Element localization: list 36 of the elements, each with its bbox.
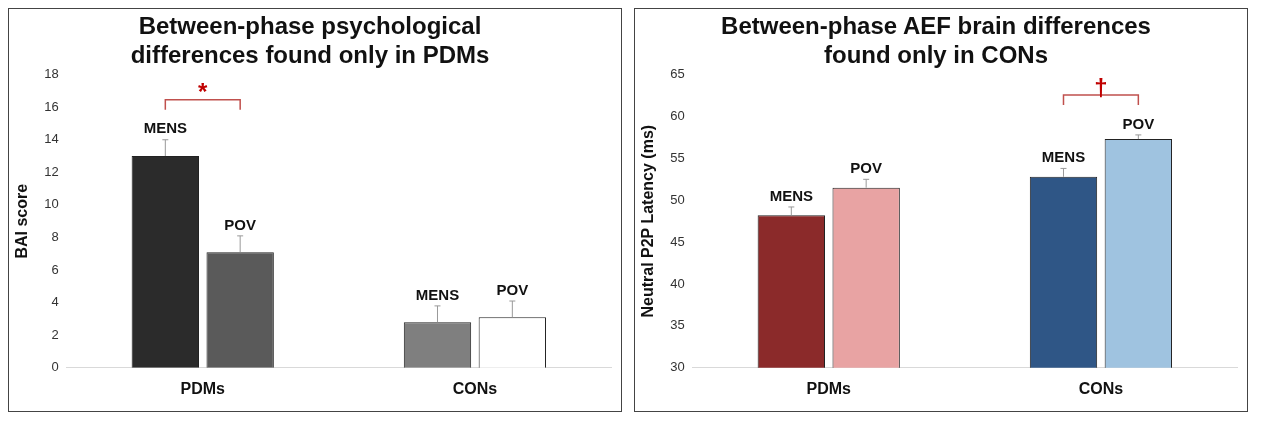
y-tick-label: 40 xyxy=(670,275,685,291)
y-tick-label: 8 xyxy=(51,229,59,245)
y-tick-label: 4 xyxy=(51,294,59,310)
y-tick-label: 14 xyxy=(44,131,59,147)
y-tick-label: 6 xyxy=(51,261,59,277)
y-tick-label: 0 xyxy=(51,359,59,375)
chart-title: Between-phase psychological differences found only in PDMs xyxy=(130,12,490,68)
text: POV xyxy=(850,158,883,176)
y-axis-title: Neutral P2P Latency (ms) xyxy=(639,124,657,318)
y-tick-label: 65 xyxy=(670,66,685,82)
y-tick-label: 2 xyxy=(51,326,59,342)
y-tick-label: 12 xyxy=(44,163,59,179)
y-tick-label: 50 xyxy=(670,191,685,207)
series-label: POV xyxy=(1122,114,1155,132)
x-tick-label: CONs xyxy=(452,379,498,397)
series-label: MENS xyxy=(143,119,187,137)
y-tick-label: 30 xyxy=(670,359,685,375)
x-tick-label: PDMs xyxy=(180,379,226,397)
y-tick-label: 55 xyxy=(670,149,685,165)
annotation: † xyxy=(1094,73,1108,101)
x-tick-label: PDMs xyxy=(806,379,852,397)
y-tick-label: 60 xyxy=(670,108,685,124)
x-tick-label: CONs xyxy=(1078,379,1124,397)
y-tick-label: 10 xyxy=(44,196,59,212)
text: POV xyxy=(224,215,257,233)
text: MENS xyxy=(415,285,460,303)
y-tick-label: 35 xyxy=(670,317,685,333)
y-tick-label: 45 xyxy=(670,233,685,249)
y-tick-label: 16 xyxy=(44,98,59,114)
chart-title: Between-phase AEF brain differences found only in CONs xyxy=(721,12,1151,68)
series-label: POV xyxy=(496,280,529,298)
y-tick-label: 18 xyxy=(44,66,59,82)
y-axis-title: BAI score xyxy=(13,183,31,259)
series-label: MENS xyxy=(769,186,813,204)
annotation: * xyxy=(198,78,209,106)
text: MENS xyxy=(1041,148,1086,166)
